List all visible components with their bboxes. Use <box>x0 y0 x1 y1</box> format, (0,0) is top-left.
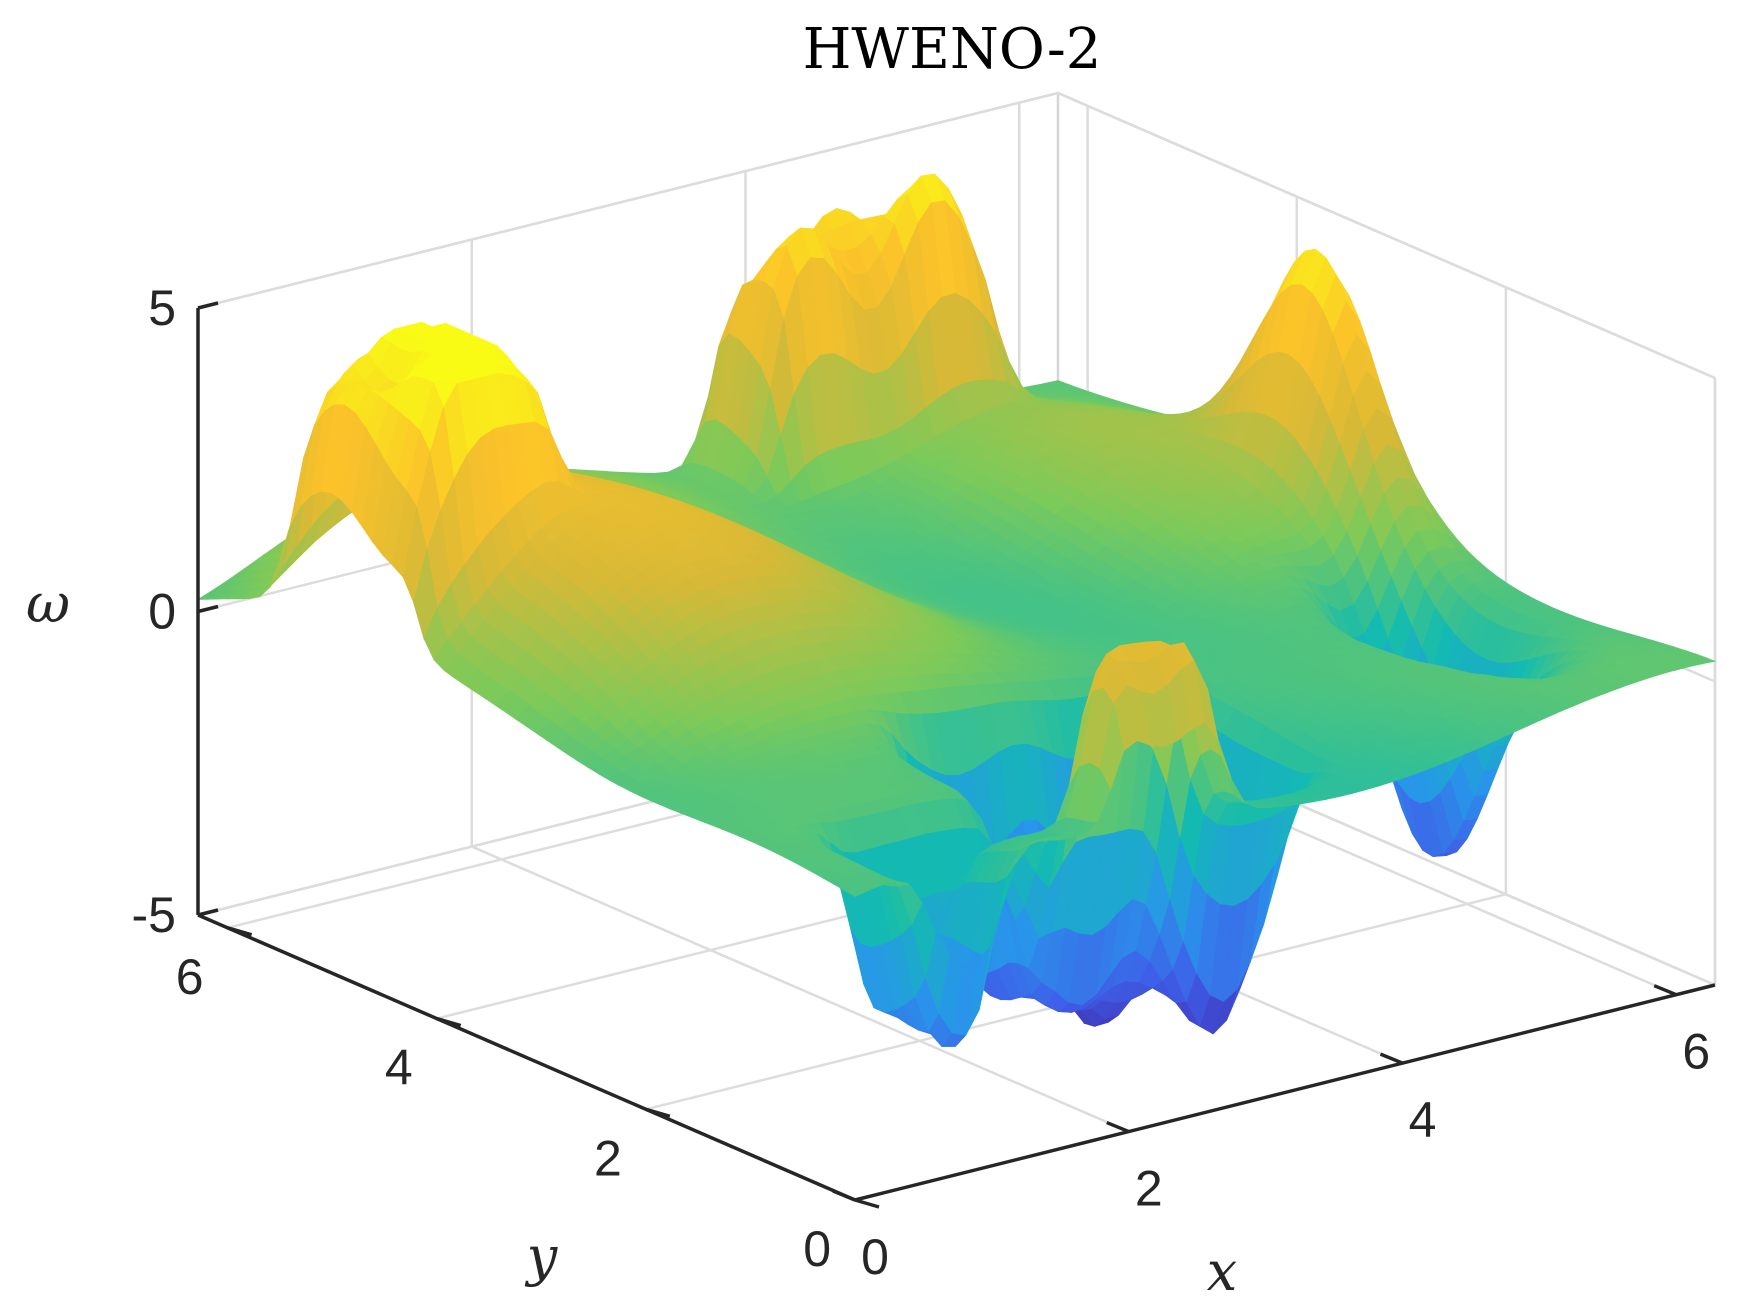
z-tick <box>197 604 219 614</box>
x-tick-label: 0 <box>861 1229 889 1285</box>
y-tick-label: 2 <box>594 1130 622 1186</box>
grid-line-z <box>197 91 1059 310</box>
x-tick <box>832 1189 856 1202</box>
x-tick <box>1106 1120 1130 1134</box>
y-axis-label: y <box>525 1225 559 1288</box>
x-tick-label: 4 <box>1409 1092 1437 1148</box>
chart-title: HWENO-2 <box>803 17 1102 82</box>
grid-line-x <box>471 845 1130 1133</box>
x-axis-line <box>854 983 1716 1202</box>
x-tick-label: 6 <box>1682 1024 1710 1080</box>
x-tick <box>1379 1052 1404 1065</box>
x-axis-label: x <box>1207 1240 1237 1303</box>
y-tick-label: 6 <box>176 949 204 1005</box>
y-tick-label: 4 <box>385 1040 413 1096</box>
z-tick-label: 5 <box>148 280 176 336</box>
z-tick <box>197 301 219 310</box>
y-tick-label: 0 <box>803 1221 831 1277</box>
y-axis-line <box>197 913 856 1202</box>
grid-line-z-side <box>1057 91 1716 380</box>
x-tick-label: 2 <box>1135 1161 1163 1217</box>
y-tick <box>854 1198 880 1209</box>
z-tick-label: -5 <box>132 887 176 943</box>
x-tick <box>1653 984 1677 997</box>
z-tick <box>197 908 219 917</box>
surface-plot <box>196 173 1717 1048</box>
z-axis-label: ω <box>26 572 70 635</box>
z-tick-label: 0 <box>148 584 176 640</box>
